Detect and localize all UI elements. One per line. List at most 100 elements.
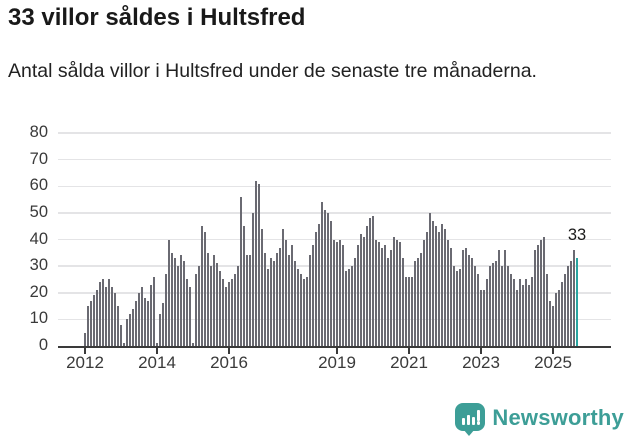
x-tick-label-2012: 2012: [66, 353, 104, 372]
bar-month: [392, 236, 396, 346]
bar-month: [245, 255, 249, 346]
bar-month: [440, 223, 444, 346]
x-tick-label-2025: 2025: [534, 353, 572, 372]
x-axis-line: [58, 345, 611, 348]
bar-month: [365, 226, 369, 346]
bar-chart-plot-area: [58, 132, 611, 346]
bar-month: [242, 226, 246, 346]
bar-month: [416, 258, 420, 346]
bar-month: [251, 212, 255, 346]
newsworthy-logo: Newsworthy: [455, 399, 624, 437]
bar-month: [317, 223, 321, 346]
bar-month: [125, 319, 129, 346]
bar-month: [161, 303, 165, 346]
bar-month: [98, 282, 102, 346]
y-tick-label: 70: [29, 149, 48, 168]
bar-month: [563, 274, 567, 346]
bar-month: [176, 266, 180, 346]
x-tick-2023: [480, 348, 482, 354]
bar-month: [350, 266, 354, 346]
bar-month: [494, 260, 498, 346]
bar-month: [266, 268, 270, 346]
x-tick-2019: [336, 348, 338, 354]
bar-month: [290, 244, 294, 346]
bar-month: [185, 279, 189, 346]
bar-month: [398, 242, 402, 346]
x-tick-label-2021: 2021: [390, 353, 428, 372]
chart-subtitle: Antal sålda villor i Hultsfred under de …: [8, 60, 537, 82]
bar-month: [212, 255, 216, 346]
bar-month: [560, 282, 564, 346]
bar-month: [134, 300, 138, 346]
bar-month: [548, 300, 552, 346]
bar-month: [359, 234, 363, 346]
bar-month: [488, 266, 492, 346]
bar-month: [167, 239, 171, 346]
gridline-70: [58, 158, 611, 161]
bar-month: [296, 268, 300, 346]
x-tick-2012: [84, 348, 86, 354]
gridline-60: [58, 185, 611, 187]
bar-month: [149, 284, 153, 346]
x-tick-2016: [228, 348, 230, 354]
bar-month: [236, 266, 240, 346]
y-tick-label: 0: [38, 336, 48, 354]
y-tick-label: 30: [29, 256, 48, 275]
bar-current-month-highlight: [575, 258, 579, 346]
bar-month: [305, 276, 309, 346]
bar-month: [479, 290, 483, 346]
bar-month: [515, 290, 519, 346]
bar-month: [512, 279, 516, 346]
bar-month: [368, 218, 372, 346]
last-value-annotation: 33: [567, 226, 587, 244]
bar-month: [482, 290, 486, 346]
bar-month: [155, 343, 159, 346]
page-title: 33 villor såldes i Hultsfred: [8, 4, 306, 31]
bar-month: [239, 196, 243, 346]
bar-month: [425, 231, 429, 346]
y-tick-label: 40: [29, 229, 48, 248]
bar-month: [383, 244, 387, 346]
bar-month: [539, 239, 543, 346]
bar-month: [260, 228, 264, 346]
bar-month: [356, 244, 360, 346]
bar-month: [386, 258, 390, 346]
bar-month: [362, 236, 366, 346]
bar-month: [500, 266, 504, 346]
bar-month: [452, 266, 456, 346]
y-tick-label: 80: [29, 123, 48, 141]
bar-month: [209, 266, 213, 346]
bar-month: [467, 255, 471, 346]
bar-month: [371, 215, 375, 346]
bar-month: [146, 300, 150, 346]
bar-month: [572, 250, 576, 346]
bar-month: [551, 306, 555, 346]
bar-month: [344, 271, 348, 346]
bar-month: [179, 255, 183, 346]
bar-month: [404, 276, 408, 346]
bar-month: [524, 279, 528, 346]
x-tick-label-2019: 2019: [318, 353, 356, 372]
bar-month: [437, 231, 441, 346]
bar-month: [263, 252, 267, 346]
bar-month: [518, 279, 522, 346]
bar-month: [293, 260, 297, 346]
bar-month: [485, 279, 489, 346]
bar-month: [395, 239, 399, 346]
bar-month: [224, 287, 228, 346]
bar-month: [446, 239, 450, 346]
bar-month: [119, 324, 123, 346]
bar-month: [287, 255, 291, 346]
y-tick-label: 20: [29, 282, 48, 301]
bar-month: [431, 220, 435, 346]
bar-month: [152, 276, 156, 346]
bar-month: [380, 247, 384, 346]
bar-month: [569, 260, 573, 346]
bar-month: [455, 271, 459, 346]
bar-month: [506, 266, 510, 346]
bar-month: [314, 231, 318, 346]
bar-month: [530, 276, 534, 346]
bar-month: [233, 274, 237, 346]
bar-month: [434, 226, 438, 346]
x-tick-label-2016: 2016: [210, 353, 248, 372]
